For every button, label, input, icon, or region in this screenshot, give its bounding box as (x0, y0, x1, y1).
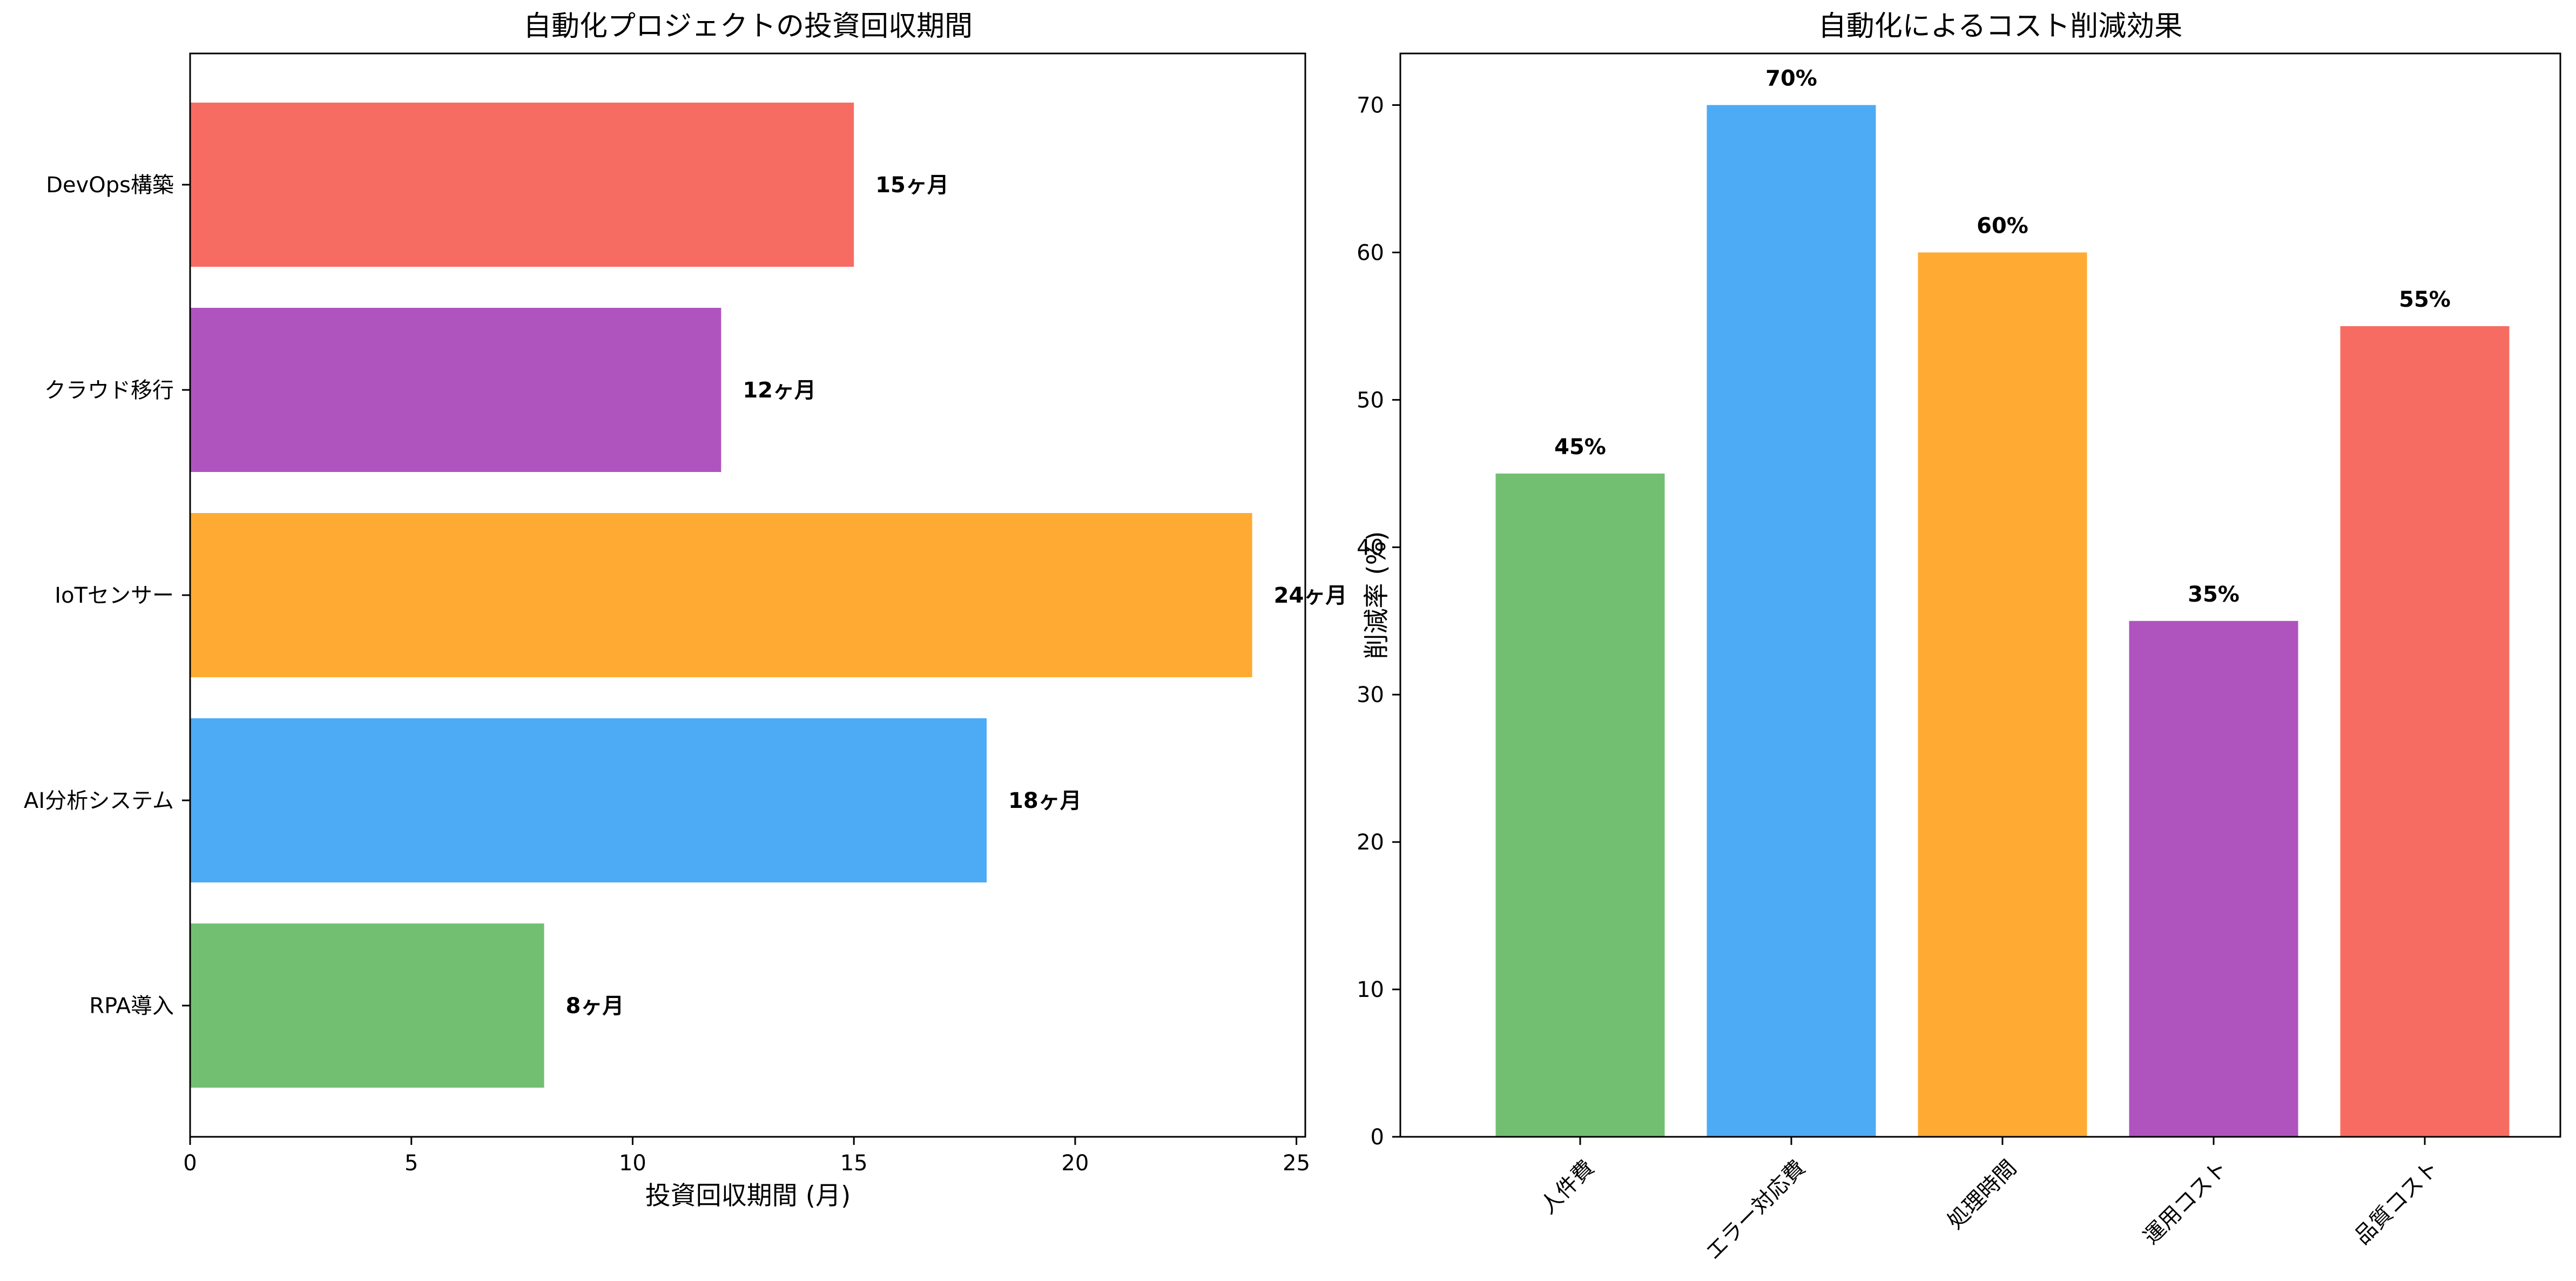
y-tick-label: 40 (1357, 535, 1384, 560)
value-label: 24ヶ月 (1274, 583, 1347, 608)
plot-frame (1399, 52, 2561, 1138)
x-tick-label: 品質コスト (2350, 1156, 2444, 1250)
y-tick-label: IoTセンサー (55, 583, 174, 608)
x-tick-label: 10 (619, 1151, 646, 1176)
bar (190, 308, 721, 472)
bars-group (190, 103, 1252, 1088)
chart-title: 自動化プロジェクトの投資回収期間 (523, 10, 973, 43)
y-axis-label: 削減率 (%) (1362, 531, 1392, 659)
y-tick-label: DevOps構築 (46, 173, 174, 198)
bar (2129, 621, 2298, 1137)
bar (1707, 105, 1876, 1137)
y-tick-label: 30 (1357, 683, 1384, 707)
payback-period-chart: 自動化プロジェクトの投資回収期間 8ヶ月 18ヶ月 24ヶ月 12ヶ月 15ヶ月 0 5 1… (24, 10, 1347, 1211)
x-tick-label: 20 (1061, 1151, 1089, 1176)
bar (1918, 252, 2087, 1137)
x-tick-label: エラー対応費 (1701, 1156, 1810, 1265)
x-tick-label: 15 (840, 1151, 868, 1176)
y-tick-label: 70 (1357, 93, 1384, 118)
value-label: 12ヶ月 (743, 378, 816, 403)
value-labels-group: 45% 70% 60% 35% 55% (1554, 66, 2451, 607)
x-ticks-group: 人件費 エラー対応費 処理時間 運用コスト 品質コスト (1536, 1137, 2444, 1265)
x-tick-label: 0 (183, 1151, 197, 1176)
y-tick-label: 60 (1357, 240, 1384, 265)
bar (190, 718, 987, 882)
y-tick-label: 50 (1357, 388, 1384, 413)
x-ticks-group: 0 5 10 15 20 25 (183, 1137, 1310, 1176)
y-tick-label: 20 (1357, 830, 1384, 855)
y-tick-label: 0 (1371, 1125, 1384, 1150)
bar (190, 513, 1252, 677)
x-tick-label: 5 (404, 1151, 418, 1176)
x-tick-label: 人件費 (1536, 1156, 1599, 1219)
value-label: 55% (2399, 287, 2451, 312)
value-label: 18ヶ月 (1008, 788, 1082, 813)
value-label: 35% (2188, 582, 2240, 607)
x-tick-label: 運用コスト (2139, 1156, 2233, 1250)
y-ticks-group: 0 10 20 30 40 50 60 70 (1357, 93, 1400, 1150)
y-tick-label: RPA導入 (89, 994, 174, 1019)
x-tick-label: 25 (1283, 1151, 1310, 1176)
value-label: 45% (1554, 435, 1606, 460)
bar (190, 103, 854, 267)
value-label: 60% (1977, 213, 2028, 238)
y-tick-label: AI分析システム (24, 788, 174, 813)
bar (1495, 473, 1665, 1137)
value-label: 15ヶ月 (875, 173, 949, 198)
x-tick-label: 処理時間 (1943, 1156, 2021, 1235)
value-label: 70% (1765, 66, 1817, 91)
value-labels-group: 8ヶ月 18ヶ月 24ヶ月 12ヶ月 15ヶ月 (566, 173, 1347, 1019)
bar (190, 923, 544, 1088)
value-label: 8ヶ月 (566, 994, 624, 1019)
bar (2340, 326, 2510, 1137)
chart-title: 自動化によるコスト削減効果 (1818, 10, 2182, 43)
y-ticks-group: RPA導入 AI分析システム IoTセンサー クラウド移行 DevOps構築 (24, 173, 190, 1019)
cost-reduction-chart: 自動化によるコスト削減効果 45% 70% 60% 35% 55% 人件費 エラー対応費 処… (1357, 10, 2561, 1265)
y-tick-label: 10 (1357, 977, 1384, 1002)
x-axis-label: 投資回収期間 (月) (645, 1181, 851, 1211)
plot-frame (189, 52, 1306, 1138)
y-tick-label: クラウド移行 (44, 378, 174, 403)
bars-group (1495, 105, 2510, 1137)
